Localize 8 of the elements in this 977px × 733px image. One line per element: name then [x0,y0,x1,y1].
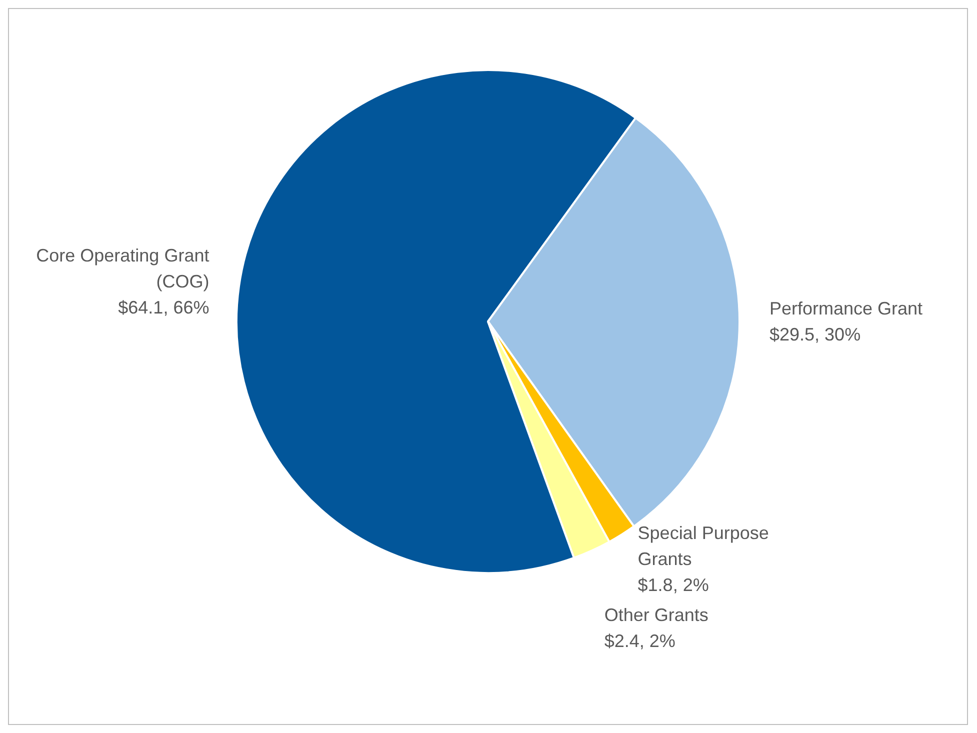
data-label: $29.5, 30% [769,324,861,345]
slice-label: Performance Grant [769,298,923,319]
data-label: $2.4, 2% [604,630,676,651]
slice-label: Special Purpose Grants [638,522,769,569]
slice-label: Core Operating Grant (COG) [36,245,210,292]
data-label: $1.8, 2% [638,574,709,595]
data-label: $64.1, 66% [118,297,210,318]
slice-label: Other Grants [604,604,708,625]
